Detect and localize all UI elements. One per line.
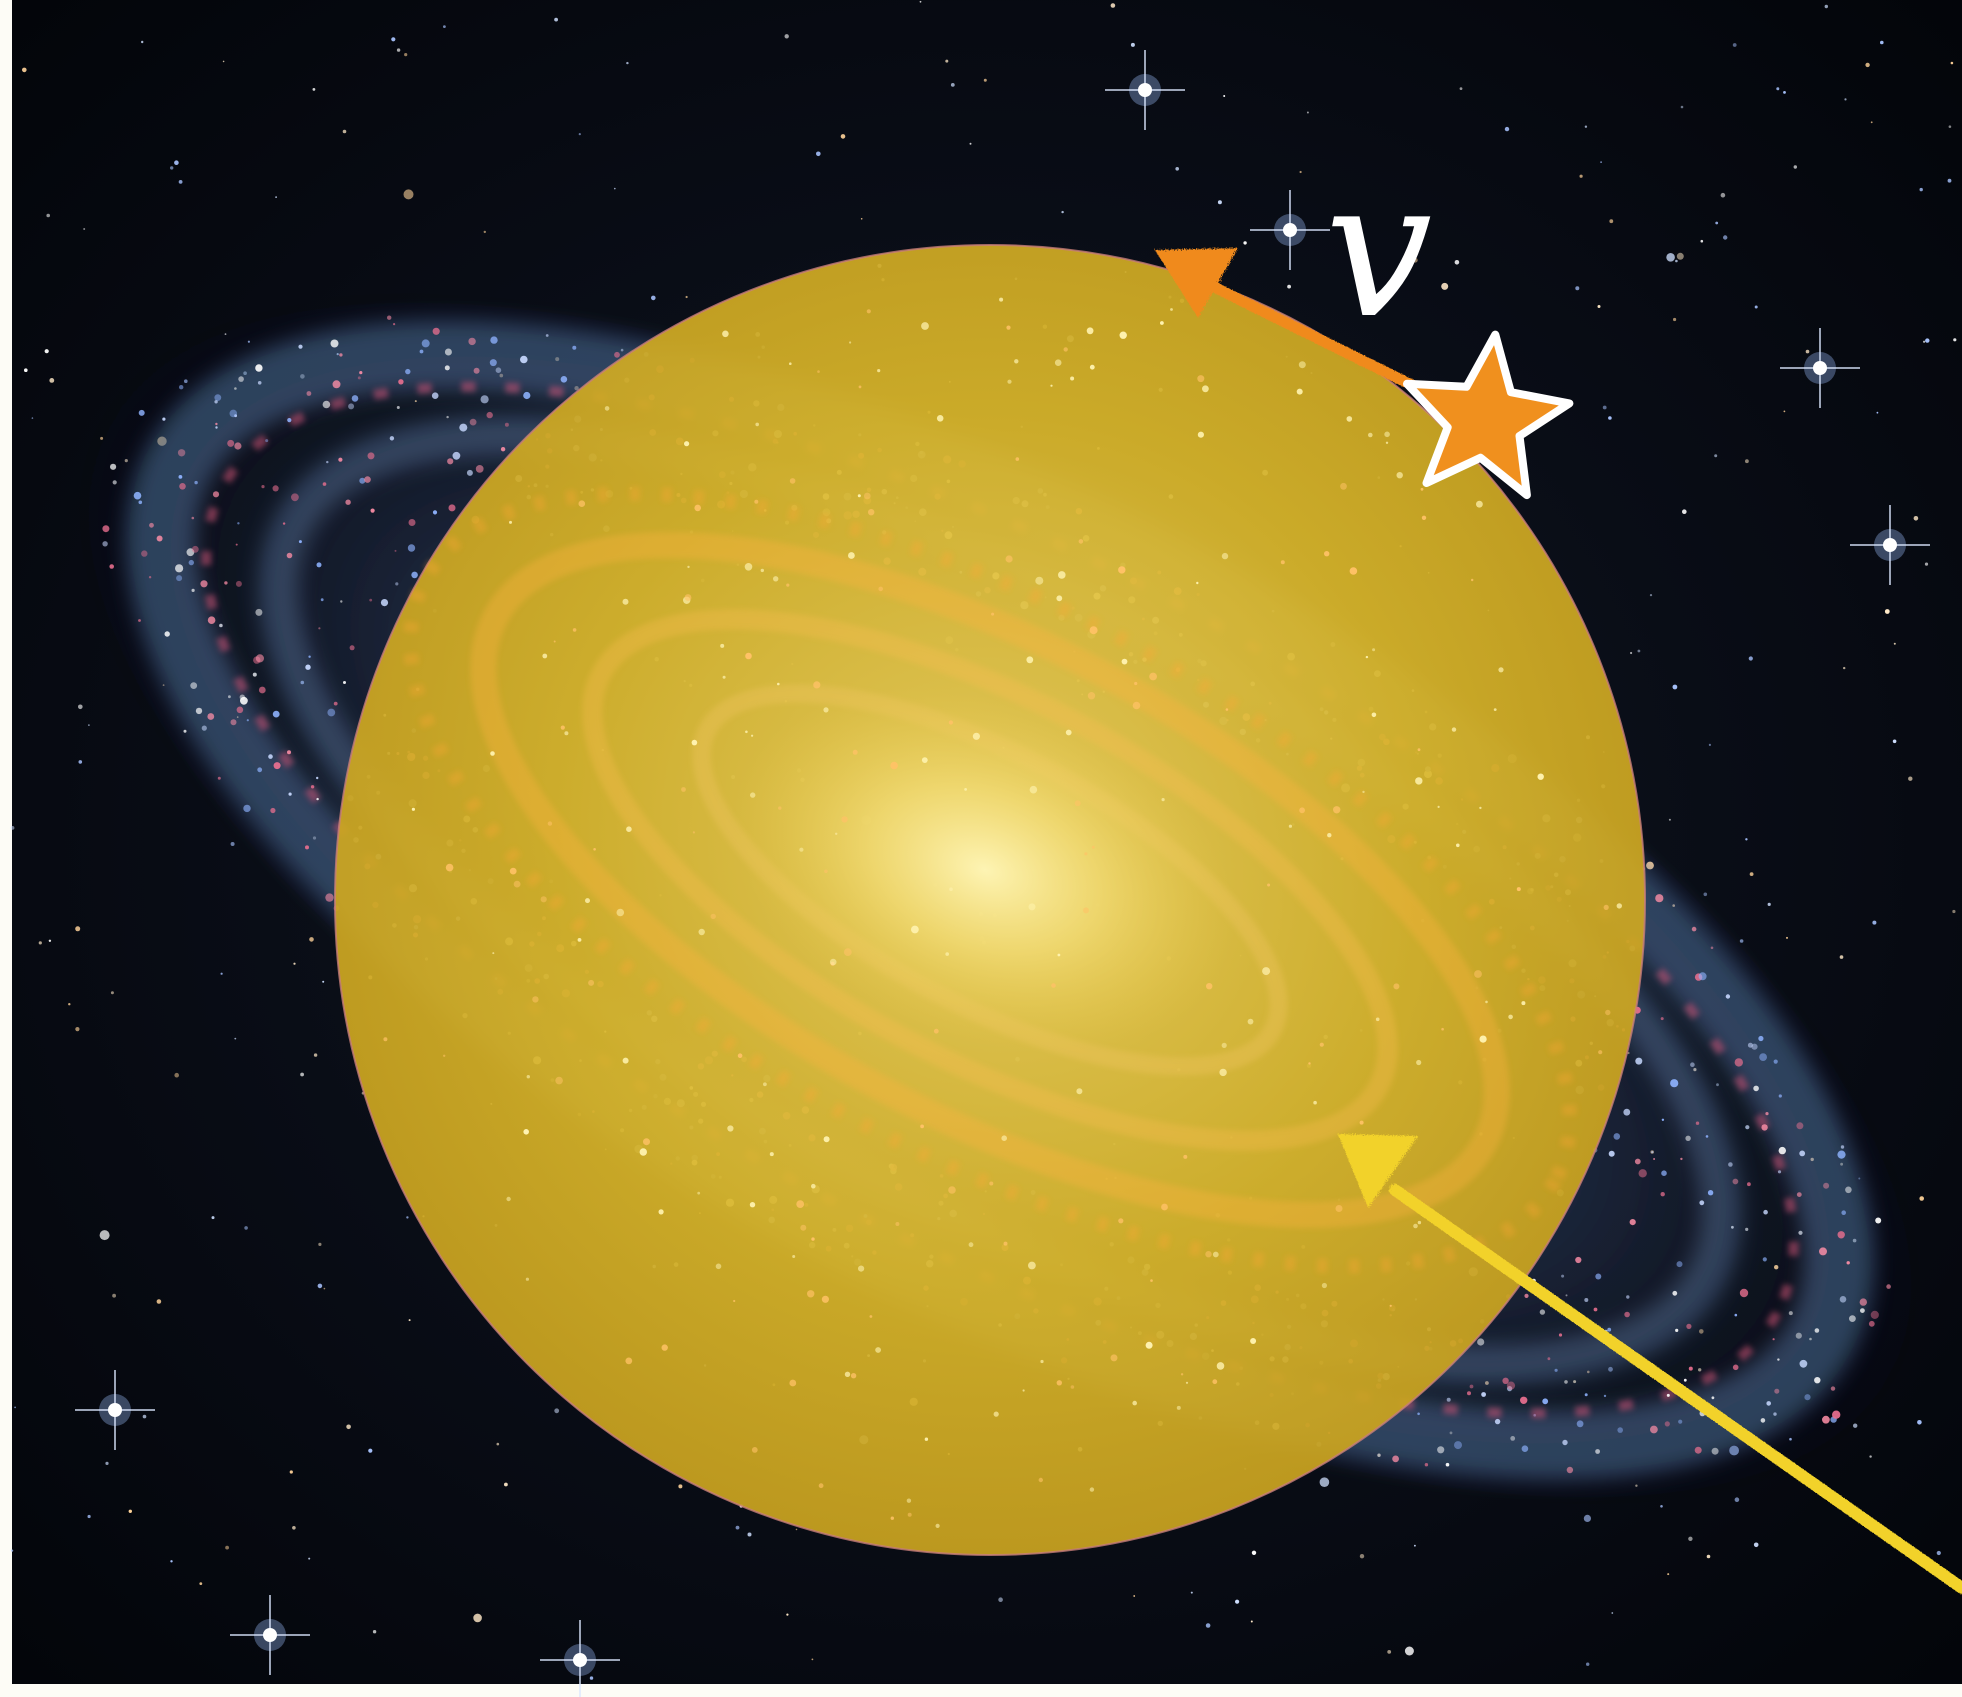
pointer-arrow bbox=[1338, 1134, 1962, 1594]
galaxy-halo bbox=[334, 244, 1646, 1556]
velocity-label: v bbox=[1325, 139, 1432, 360]
star-icon bbox=[1403, 330, 1574, 500]
